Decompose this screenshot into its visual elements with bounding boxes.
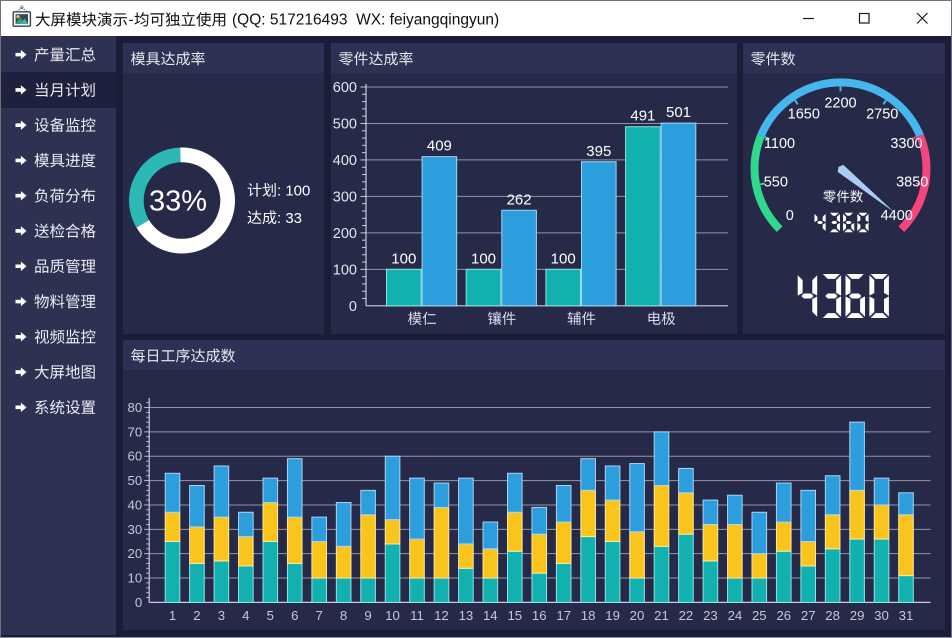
svg-text:500: 500 xyxy=(333,117,357,133)
svg-text:0: 0 xyxy=(135,595,142,610)
svg-text:9: 9 xyxy=(364,608,371,623)
svg-text:31: 31 xyxy=(899,608,914,623)
svg-text:28: 28 xyxy=(825,608,840,623)
svg-text:17: 17 xyxy=(556,608,571,623)
svg-text:21: 21 xyxy=(654,608,669,623)
svg-text:100: 100 xyxy=(333,262,357,278)
svg-text:25: 25 xyxy=(752,608,767,623)
svg-text:26: 26 xyxy=(776,608,791,623)
svg-text:0: 0 xyxy=(349,299,357,315)
svg-text:1: 1 xyxy=(169,608,176,623)
svg-text:14: 14 xyxy=(483,608,498,623)
svg-text:4400: 4400 xyxy=(881,208,913,224)
svg-text:19: 19 xyxy=(605,608,620,623)
svg-text:6: 6 xyxy=(291,608,298,623)
svg-text:400: 400 xyxy=(333,153,357,169)
svg-text:200: 200 xyxy=(333,226,357,242)
svg-text:1100: 1100 xyxy=(764,136,795,152)
svg-text:40: 40 xyxy=(128,498,143,513)
svg-text:2: 2 xyxy=(193,608,200,623)
svg-text:1650: 1650 xyxy=(788,107,820,123)
svg-text:10: 10 xyxy=(128,571,143,586)
svg-text:24: 24 xyxy=(728,608,743,623)
svg-text:: 100: : 100 xyxy=(277,182,310,199)
svg-text:5: 5 xyxy=(267,608,274,623)
svg-text:13: 13 xyxy=(459,608,474,623)
svg-text:30: 30 xyxy=(874,608,889,623)
svg-text:600: 600 xyxy=(333,80,357,96)
svg-text:10: 10 xyxy=(385,608,400,623)
svg-text:262: 262 xyxy=(507,191,532,208)
svg-text:3300: 3300 xyxy=(890,136,922,152)
svg-text:20: 20 xyxy=(630,608,645,623)
svg-text:7: 7 xyxy=(316,608,323,623)
svg-text:4: 4 xyxy=(242,608,249,623)
svg-text:2750: 2750 xyxy=(866,107,898,123)
svg-text:33%: 33% xyxy=(149,186,207,218)
svg-text:16: 16 xyxy=(532,608,547,623)
svg-text:550: 550 xyxy=(764,174,788,190)
svg-text:395: 395 xyxy=(586,143,611,160)
svg-text:501: 501 xyxy=(666,104,691,121)
svg-text:(QQ: 517216493 WX: feiyangqin: (QQ: 517216493 WX: feiyangqingyun) xyxy=(232,12,499,29)
svg-text:11: 11 xyxy=(410,608,424,623)
svg-text:29: 29 xyxy=(850,608,865,623)
svg-text:60: 60 xyxy=(128,449,143,464)
svg-text:50: 50 xyxy=(128,473,143,488)
svg-text:80: 80 xyxy=(128,400,143,415)
svg-text:0: 0 xyxy=(786,208,794,224)
svg-text:100: 100 xyxy=(471,250,496,267)
svg-text:20: 20 xyxy=(128,546,143,561)
svg-text:: 33: : 33 xyxy=(277,210,302,227)
svg-text:491: 491 xyxy=(630,108,655,125)
svg-text:100: 100 xyxy=(391,250,416,267)
svg-text:70: 70 xyxy=(128,424,143,439)
svg-text:23: 23 xyxy=(703,608,718,623)
svg-text:8: 8 xyxy=(340,608,347,623)
svg-text:15: 15 xyxy=(507,608,522,623)
svg-text:3: 3 xyxy=(218,608,225,623)
svg-text:100: 100 xyxy=(551,250,576,267)
svg-text:-: - xyxy=(129,12,134,29)
svg-text:30: 30 xyxy=(128,522,143,537)
svg-text:300: 300 xyxy=(333,189,357,205)
svg-text:12: 12 xyxy=(434,608,449,623)
svg-text:3850: 3850 xyxy=(896,174,928,190)
svg-text:22: 22 xyxy=(679,608,694,623)
svg-text:409: 409 xyxy=(427,138,452,155)
svg-text:2200: 2200 xyxy=(824,95,856,111)
svg-text:27: 27 xyxy=(801,608,816,623)
svg-text:18: 18 xyxy=(581,608,596,623)
